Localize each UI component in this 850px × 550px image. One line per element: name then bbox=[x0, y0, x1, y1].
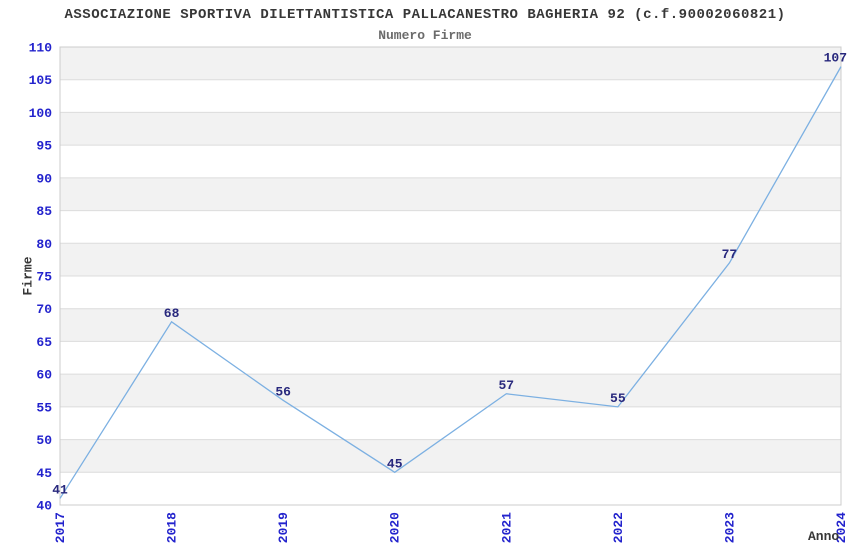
plot-band bbox=[60, 276, 841, 309]
y-tick-label: 45 bbox=[36, 466, 52, 481]
data-label: 107 bbox=[824, 51, 847, 66]
y-tick-label: 75 bbox=[36, 270, 52, 285]
y-tick-label: 95 bbox=[36, 139, 52, 154]
plot-band bbox=[60, 210, 841, 244]
data-label: 45 bbox=[387, 456, 403, 471]
plot-border bbox=[59, 46, 842, 506]
data-label: 77 bbox=[722, 247, 738, 262]
x-tick-label: 2018 bbox=[165, 512, 180, 543]
data-label: 55 bbox=[610, 391, 626, 406]
y-tick-label: 40 bbox=[36, 499, 52, 514]
x-tick-label: 2019 bbox=[276, 512, 291, 543]
y-tick-label: 65 bbox=[36, 335, 52, 350]
x-tick-label: 2017 bbox=[53, 512, 68, 543]
x-tick-label: 2022 bbox=[611, 512, 626, 543]
y-axis-title: Firme bbox=[20, 256, 36, 296]
x-axis-title: Anno bbox=[808, 529, 840, 544]
y-tick-label: 105 bbox=[29, 73, 53, 88]
plot-band bbox=[60, 47, 841, 80]
y-tick-label: 90 bbox=[36, 171, 52, 186]
plot-band bbox=[60, 406, 841, 440]
plot-band bbox=[60, 472, 841, 505]
x-tick-label: 2020 bbox=[388, 512, 403, 543]
plot-band bbox=[60, 439, 841, 473]
plot-band bbox=[60, 341, 841, 375]
y-tick-label: 85 bbox=[36, 204, 52, 219]
data-label: 57 bbox=[498, 378, 514, 393]
y-tick-label: 70 bbox=[36, 302, 52, 317]
x-tick-label: 2021 bbox=[499, 512, 514, 543]
plot-band bbox=[60, 374, 841, 407]
y-tick-label: 60 bbox=[36, 368, 52, 383]
y-tick-label: 80 bbox=[36, 237, 52, 252]
plot-band bbox=[60, 145, 841, 178]
chart-subtitle: Numero Firme bbox=[378, 28, 472, 43]
data-label: 41 bbox=[52, 482, 68, 497]
x-tick-label: 2023 bbox=[722, 512, 737, 543]
plot-band bbox=[60, 79, 841, 113]
y-tick-label: 50 bbox=[36, 433, 52, 448]
data-line bbox=[59, 66, 842, 499]
plot-band bbox=[60, 177, 841, 211]
plot-band bbox=[60, 112, 841, 146]
y-tick-label: 100 bbox=[29, 106, 53, 121]
chart-title: ASSOCIAZIONE SPORTIVA DILETTANTISTICA PA… bbox=[64, 7, 786, 23]
x-tick-label: 2024 bbox=[834, 512, 849, 543]
data-label: 56 bbox=[275, 384, 291, 399]
y-tick-label: 55 bbox=[36, 400, 52, 415]
data-label: 68 bbox=[164, 306, 180, 321]
y-tick-label: 110 bbox=[29, 41, 53, 56]
plot-band bbox=[60, 308, 841, 342]
plot-band bbox=[60, 243, 841, 276]
